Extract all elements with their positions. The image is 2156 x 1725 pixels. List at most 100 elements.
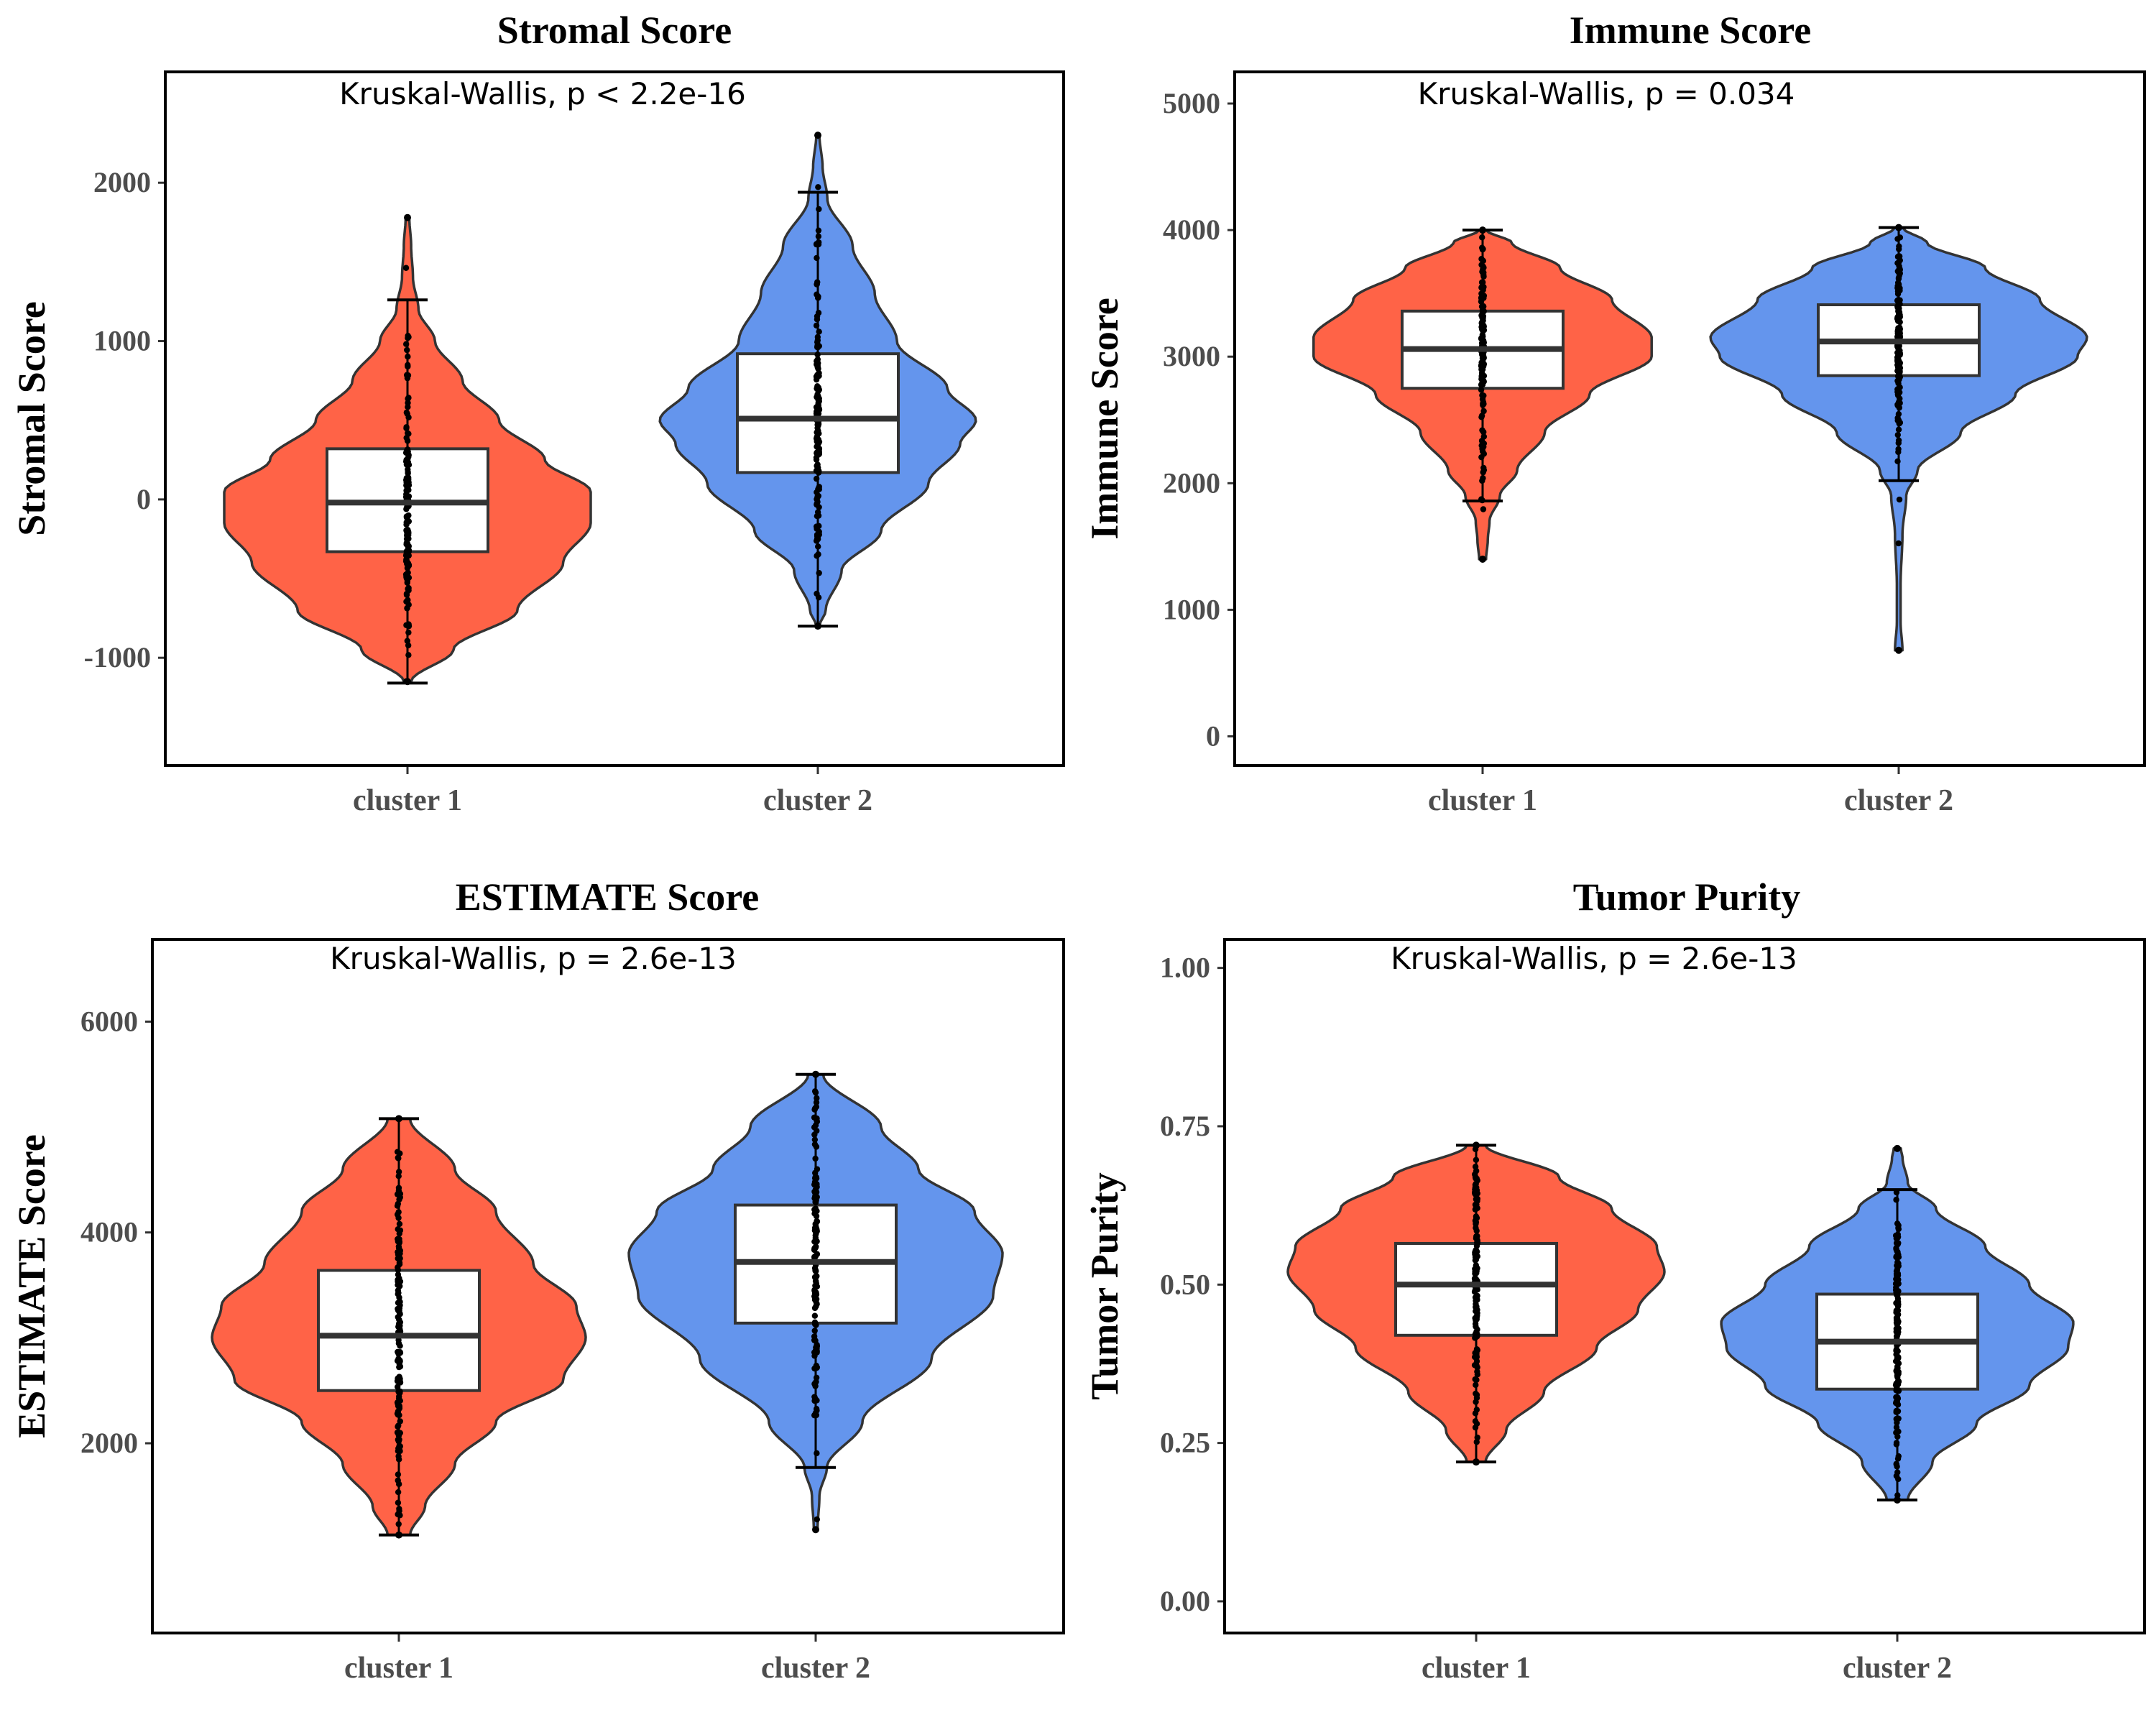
- data-point: [395, 1521, 402, 1527]
- data-point: [811, 1328, 818, 1334]
- data-point: [1894, 1321, 1900, 1328]
- data-point: [1480, 308, 1487, 315]
- x-tick-label: cluster 2: [763, 784, 872, 817]
- data-point: [1473, 1215, 1480, 1221]
- data-point: [1894, 1384, 1900, 1392]
- data-point: [397, 1430, 403, 1436]
- data-point: [1478, 496, 1485, 502]
- data-point: [1895, 224, 1902, 231]
- data-point: [1893, 1399, 1899, 1405]
- data-point: [1896, 343, 1902, 349]
- data-point: [812, 1122, 819, 1128]
- data-point: [1897, 400, 1903, 406]
- data-point: [1893, 1189, 1900, 1196]
- data-point: [403, 519, 410, 525]
- y-axis-label: Tumor Purity: [1083, 1172, 1126, 1400]
- data-point: [1894, 1463, 1900, 1470]
- data-point: [1473, 1202, 1479, 1209]
- data-point: [811, 1181, 818, 1188]
- data-point: [1479, 234, 1485, 241]
- panel-frame: [1223, 938, 2146, 1634]
- data-point: [1473, 1323, 1479, 1330]
- data-point: [812, 1190, 819, 1196]
- data-point: [1895, 646, 1902, 654]
- data-point: [814, 1273, 820, 1279]
- x-tick-label: cluster 2: [1844, 784, 1953, 817]
- kruskal-wallis-annotation: Kruskal-Wallis, p < 2.2e-16: [339, 76, 746, 111]
- data-point: [1895, 267, 1902, 274]
- data-point: [395, 1173, 402, 1179]
- data-point: [1897, 257, 1903, 264]
- data-point: [816, 430, 822, 437]
- data-point: [814, 499, 821, 505]
- data-point: [1894, 1272, 1900, 1279]
- data-point: [1480, 469, 1486, 476]
- data-point: [1473, 1256, 1480, 1263]
- data-point: [1473, 1317, 1479, 1324]
- data-point: [1480, 400, 1487, 408]
- data-point: [814, 622, 821, 630]
- data-point: [1478, 454, 1485, 461]
- data-point: [1895, 540, 1902, 547]
- data-point: [1895, 1254, 1902, 1261]
- data-point: [811, 1106, 818, 1113]
- y-tick-label: 2000: [93, 166, 151, 198]
- data-point: [403, 424, 410, 431]
- data-point: [813, 1144, 820, 1150]
- y-tick-label: 1.00: [1160, 952, 1210, 984]
- data-point: [395, 1215, 402, 1221]
- data-point: [1894, 1455, 1902, 1462]
- data-point: [1479, 226, 1486, 234]
- y-tick-label: 5000: [1163, 87, 1220, 119]
- data-point: [405, 395, 412, 401]
- data-point: [1474, 1310, 1480, 1317]
- data-point: [814, 344, 821, 351]
- data-point: [1894, 415, 1901, 421]
- data-point: [1480, 257, 1487, 264]
- data-point: [1894, 1292, 1901, 1299]
- data-point: [815, 512, 822, 519]
- data-point: [1895, 1240, 1902, 1246]
- y-axis-label: Immune Score: [1083, 298, 1126, 539]
- data-point: [1478, 387, 1485, 393]
- data-point: [1480, 295, 1487, 301]
- x-tick-label: cluster 2: [1843, 1652, 1952, 1685]
- data-point: [405, 652, 412, 658]
- data-point: [812, 1282, 819, 1289]
- data-point: [403, 598, 410, 605]
- data-point: [812, 1155, 819, 1162]
- data-point: [1480, 303, 1487, 310]
- data-point: [395, 1248, 401, 1256]
- data-point: [813, 1346, 819, 1353]
- data-point: [403, 622, 410, 628]
- kruskal-wallis-annotation: Kruskal-Wallis, p = 0.034: [1418, 76, 1795, 111]
- data-point: [1894, 1266, 1901, 1273]
- data-point: [1480, 433, 1488, 440]
- data-point: [1895, 1225, 1902, 1231]
- data-point: [405, 561, 413, 569]
- data-point: [812, 1089, 819, 1096]
- data-point: [1896, 284, 1902, 290]
- data-point: [405, 642, 412, 649]
- data-point: [395, 1481, 402, 1488]
- y-tick-label: 0.00: [1160, 1585, 1210, 1617]
- data-point: [1473, 1233, 1480, 1240]
- data-point: [1473, 1381, 1479, 1389]
- data-point: [395, 1287, 402, 1294]
- y-tick-label: 0.50: [1160, 1268, 1210, 1300]
- data-point: [813, 1213, 820, 1220]
- data-point: [1894, 1469, 1901, 1476]
- data-point: [397, 1150, 403, 1156]
- data-point: [1894, 1316, 1901, 1322]
- data-point: [1896, 246, 1902, 252]
- data-point: [814, 254, 820, 262]
- data-point: [1894, 316, 1901, 322]
- data-point: [405, 512, 412, 519]
- data-point: [395, 1321, 402, 1328]
- data-point: [397, 1448, 403, 1455]
- data-point: [1472, 1287, 1478, 1294]
- data-point: [814, 1516, 821, 1523]
- data-point: [405, 334, 412, 341]
- data-point: [815, 543, 821, 550]
- data-point: [1479, 396, 1486, 402]
